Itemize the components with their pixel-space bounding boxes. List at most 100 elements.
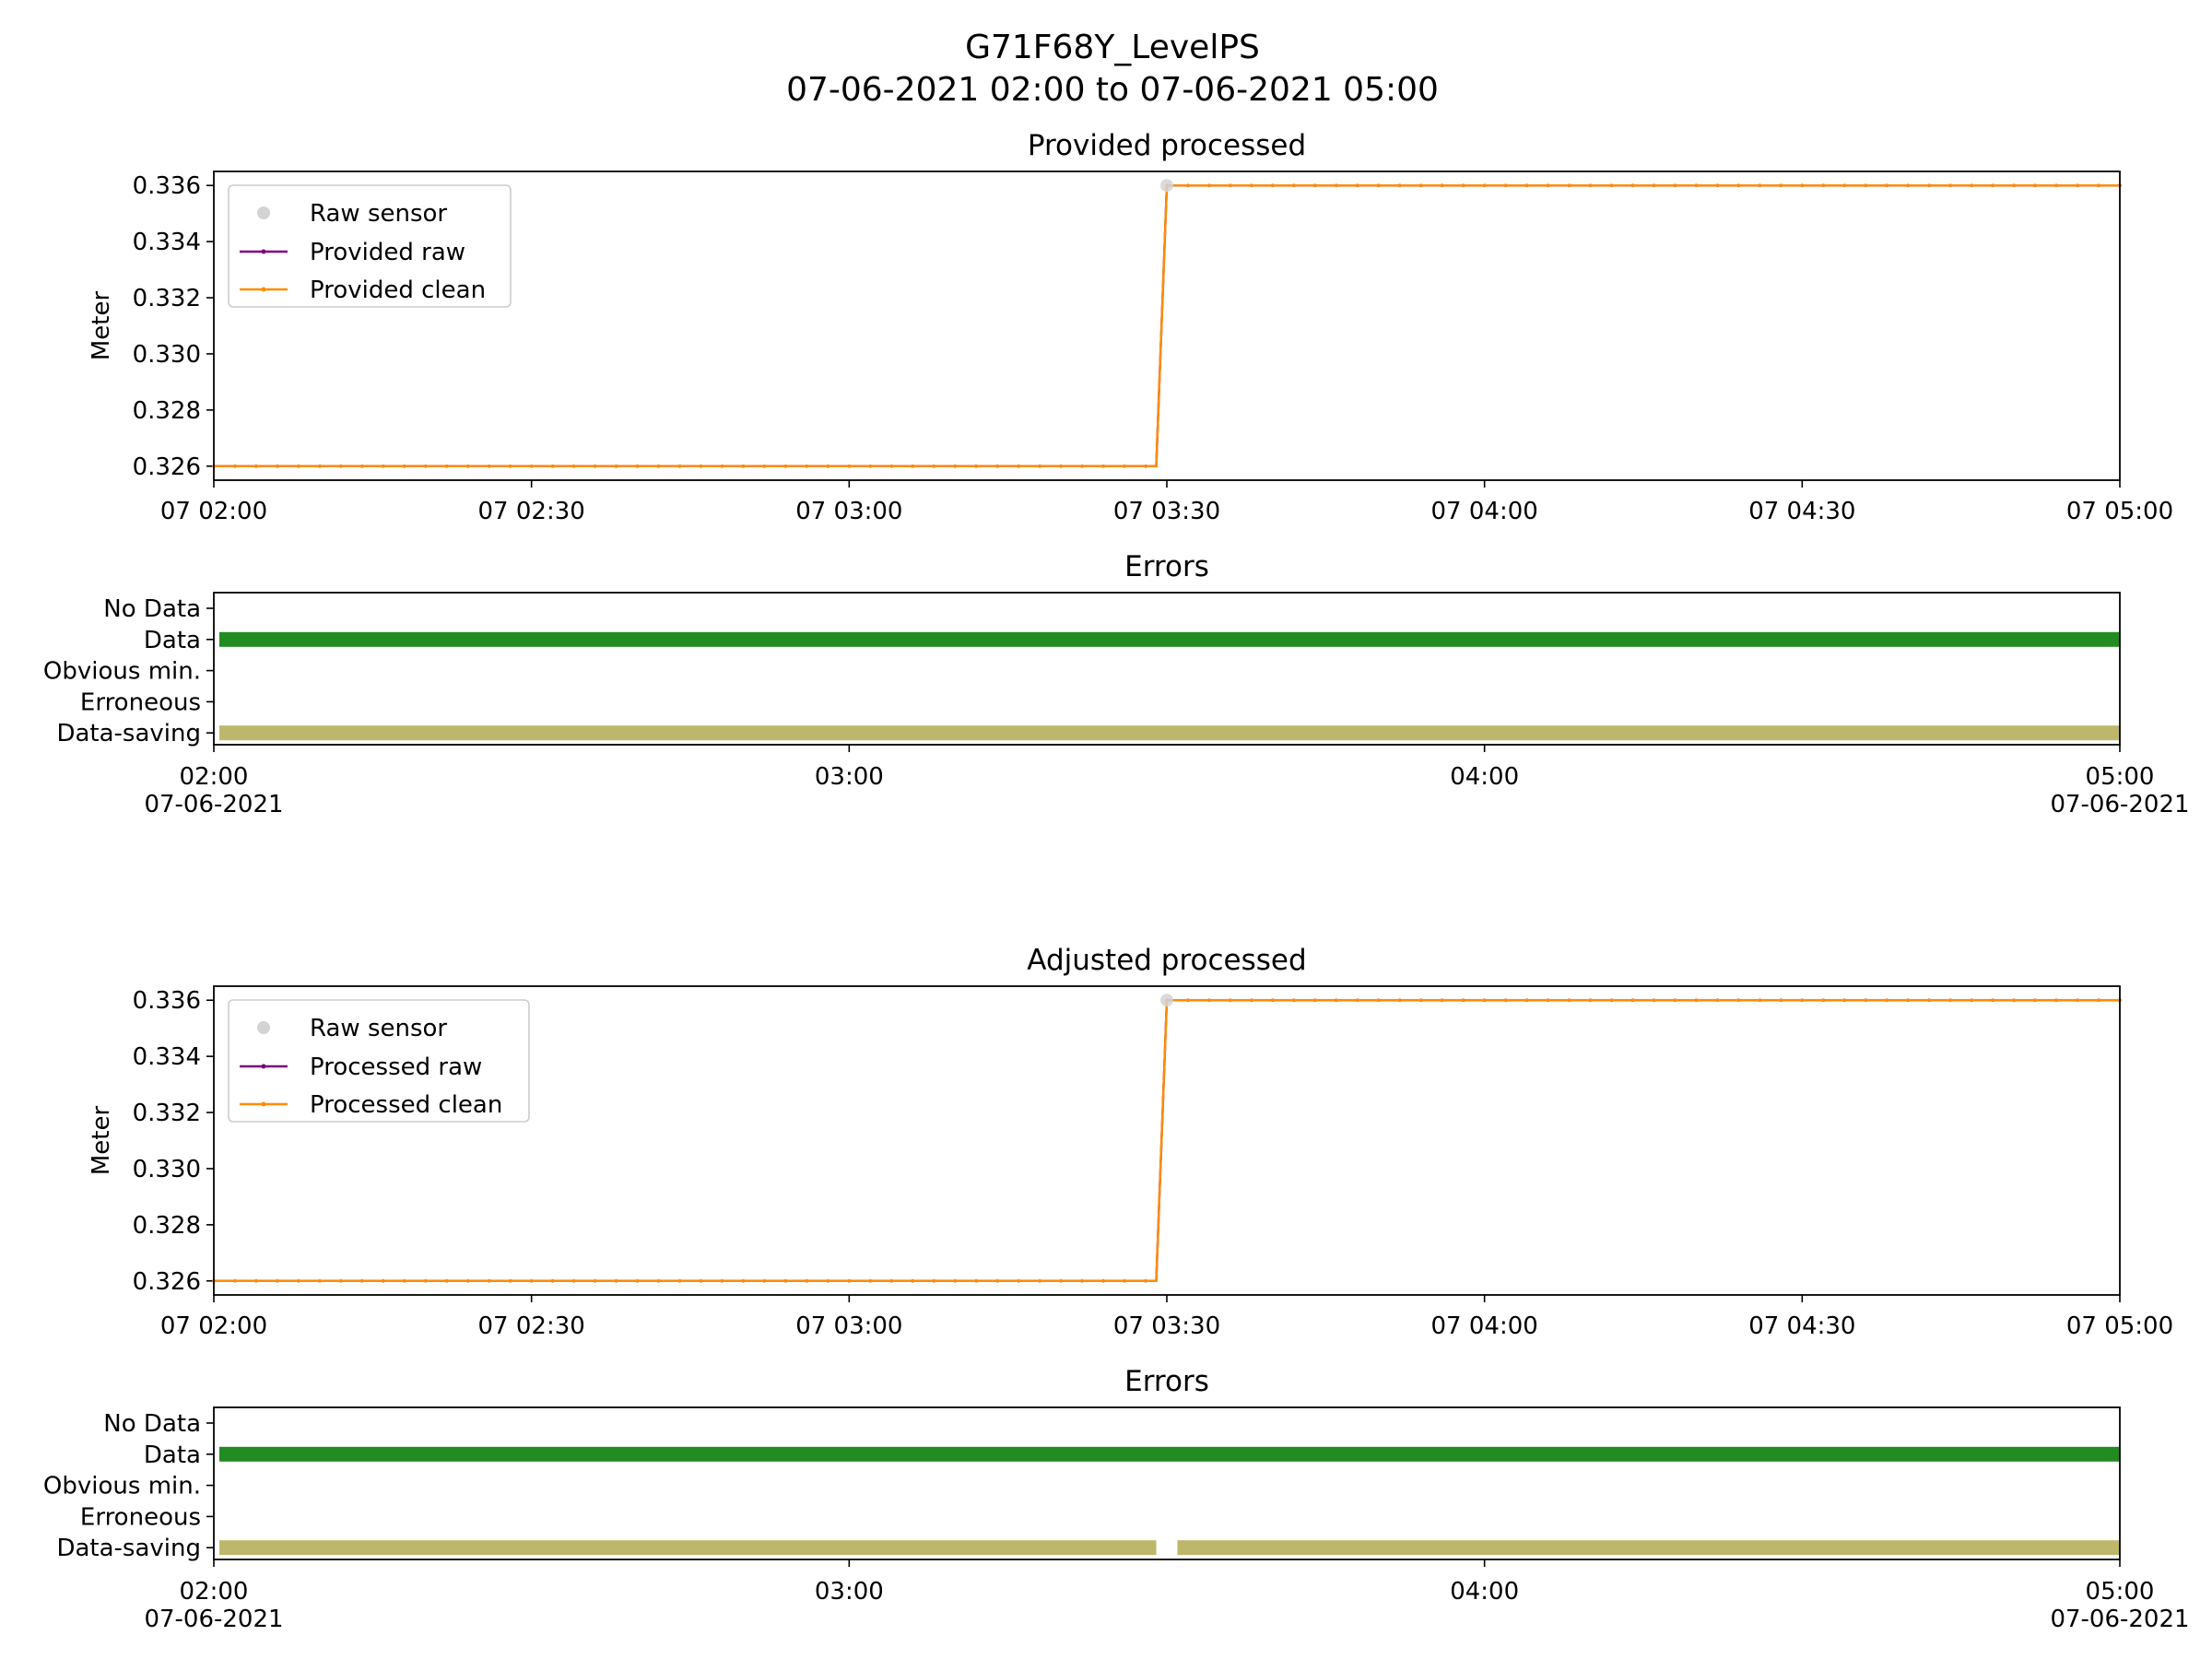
series-point-clean: [614, 464, 618, 468]
series-point-clean: [465, 464, 470, 468]
series-point-clean: [1630, 998, 1635, 1003]
series-point-clean: [1418, 183, 1423, 188]
series-point-clean: [805, 464, 809, 468]
series-point-clean: [254, 464, 258, 468]
x-tick-label: 07 04:00: [1431, 498, 1538, 525]
series-point-clean: [1673, 183, 1677, 188]
series-point-clean: [1948, 183, 1952, 188]
series-point-clean: [1335, 998, 1338, 1003]
series-point-clean: [1885, 998, 1889, 1003]
series-point-clean: [444, 1278, 449, 1283]
series-point-clean: [1482, 183, 1487, 188]
series-point-clean: [699, 1278, 703, 1283]
axes-frame: [213, 985, 2121, 1296]
x-tick-label: 04:00: [1450, 1578, 1519, 1606]
x-tick-label: 07 03:00: [795, 498, 902, 525]
category-label: Data-saving: [56, 720, 201, 747]
x-tick-label: 02:00: [180, 763, 249, 791]
category-label: Obvious min.: [43, 658, 201, 686]
panel-title: Errors: [1124, 1365, 1209, 1398]
series-point-clean: [1821, 998, 1826, 1003]
series-point-clean: [805, 1278, 809, 1283]
legend-raw-marker: [261, 249, 266, 254]
series-point-clean: [254, 1278, 258, 1283]
panel-title: Errors: [1124, 550, 1209, 583]
x-tick-label: 07 03:30: [1113, 498, 1220, 525]
series-point-clean: [1588, 183, 1593, 188]
panel-title: Provided processed: [1028, 129, 1306, 162]
series-point-clean: [1991, 998, 1994, 1003]
series-point-clean: [1080, 464, 1084, 468]
series-point-clean: [1207, 183, 1211, 188]
series-point-clean: [1842, 183, 1847, 188]
x-tick-label: 07 03:00: [795, 1312, 902, 1340]
series-point-clean: [974, 1278, 978, 1283]
series-point-clean: [1186, 183, 1190, 188]
series-point-clean: [2076, 998, 2079, 1003]
series-point-clean: [2012, 998, 2016, 1003]
category-label: Data: [144, 627, 201, 654]
series-point-clean: [1736, 998, 1741, 1003]
x-tick-date-label: 07-06-2021: [144, 791, 283, 818]
y-tick-label: 0.328: [133, 1212, 201, 1240]
series-point-clean: [360, 464, 364, 468]
series-point-clean: [1271, 998, 1275, 1003]
series-point-clean: [1292, 998, 1296, 1003]
series-point-clean: [1038, 464, 1041, 468]
panel-title: Adjusted processed: [1027, 944, 1306, 977]
series-point-clean: [1250, 998, 1253, 1003]
series-point-clean: [1461, 998, 1465, 1003]
y-tick-label: 0.336: [133, 987, 201, 1015]
x-tick-label: 02:00: [180, 1578, 249, 1606]
x-tick-label: 04:00: [1450, 763, 1519, 791]
category-label: Data-saving: [56, 1535, 201, 1562]
axes-frame: [213, 1406, 2121, 1560]
y-tick-label: 0.330: [133, 1156, 201, 1183]
series-point-clean: [1630, 183, 1635, 188]
series-point-clean: [1229, 998, 1232, 1003]
panel-4: Errors No Data Data Obvious min. Erroneous Da…: [43, 1365, 2190, 1633]
series-point-clean: [487, 1278, 491, 1283]
panel-1: Provided processed 0.326 0.328 0.330 0.332 0.…: [88, 129, 2173, 525]
series-point-clean: [1271, 183, 1275, 188]
series-point-clean: [1927, 183, 1931, 188]
axes-frame: [213, 592, 2121, 746]
series-point-clean: [276, 464, 279, 468]
series-point-clean: [1800, 183, 1805, 188]
legend-label: Provided raw: [310, 239, 465, 266]
series-point-clean: [677, 1278, 682, 1283]
chart-panels: Provided processed 0.326 0.328 0.330 0.332 0.…: [43, 129, 2190, 1633]
y-tick-label: 0.336: [133, 172, 201, 200]
series-point-clean: [444, 464, 449, 468]
series-point-clean: [1101, 1278, 1105, 1283]
series-point-clean: [699, 464, 703, 468]
series-point-clean: [2054, 183, 2058, 188]
raw-sensor-point: [1160, 179, 1173, 193]
series-point-clean: [1038, 1278, 1041, 1283]
series-point-clean: [1715, 998, 1720, 1003]
series-point-clean: [995, 464, 999, 468]
series-point-clean: [868, 464, 873, 468]
series-point-clean: [1758, 183, 1762, 188]
legend: Raw sensor Processed raw Processed clean: [228, 999, 530, 1123]
series-point-clean: [1313, 183, 1317, 188]
x-tick-label: 05:00: [2086, 763, 2155, 791]
series-point-clean: [1440, 998, 1444, 1003]
series-point-clean: [974, 464, 978, 468]
series-point-clean: [868, 1278, 873, 1283]
category-label: Obvious min.: [43, 1473, 201, 1500]
legend-clean-marker: [261, 1101, 266, 1107]
x-tick-label: 07 04:00: [1431, 1312, 1538, 1340]
y-tick-label: 0.334: [133, 1043, 201, 1071]
series-point-clean: [318, 1278, 322, 1283]
series-point-clean: [1800, 998, 1805, 1003]
y-tick-label: 0.330: [133, 341, 201, 369]
series-point-clean: [635, 464, 640, 468]
series-point-clean: [339, 1278, 343, 1283]
series-point-clean: [1736, 183, 1741, 188]
series-point-clean: [1017, 464, 1020, 468]
series-point-clean: [1356, 998, 1359, 1003]
x-tick-label: 07 04:30: [1748, 1312, 1855, 1340]
series-point-clean: [1123, 1278, 1126, 1283]
